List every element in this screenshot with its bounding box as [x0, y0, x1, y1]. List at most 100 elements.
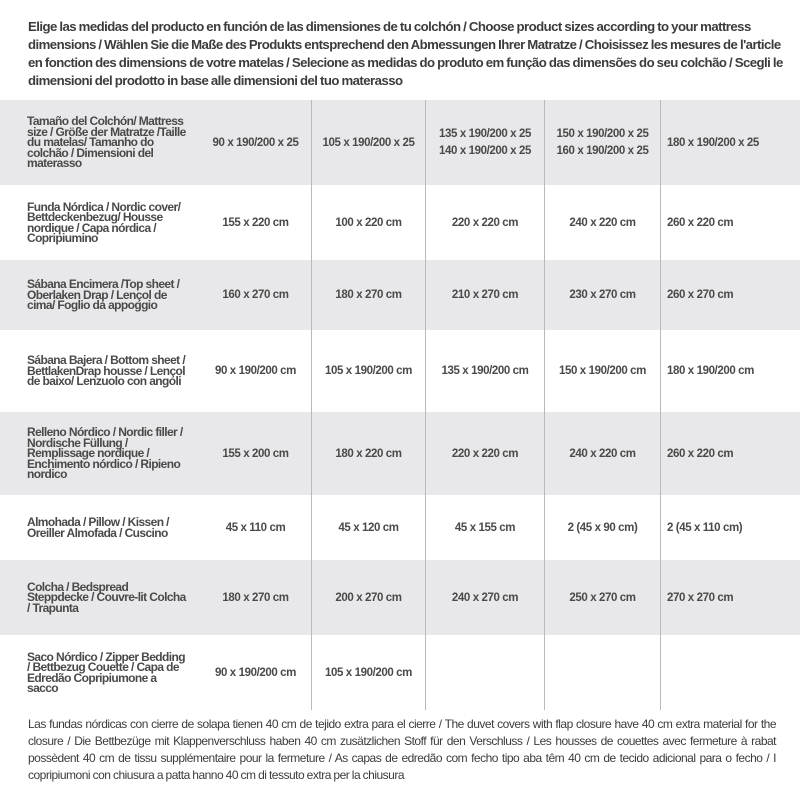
size-value: 155 x 200 cm [222, 447, 289, 460]
row-label-cell: Relleno Nórdico / Nordic filler / Nordis… [0, 412, 200, 495]
size-value: 240 x 220 cm [569, 216, 636, 229]
header-col-5: 180 x 190/200 x 25 [660, 100, 800, 185]
size-cell: 260 x 220 cm [660, 412, 800, 495]
size-cell: 260 x 270 cm [660, 260, 800, 330]
size-cell: 135 x 190/200 cm [425, 330, 544, 412]
header-label-cell: Tamaño del Colchón/ Mattress size / Größ… [0, 100, 200, 185]
table-row: Colcha / Bedspread Steppdecke / Couvre-l… [0, 560, 800, 635]
size-cell: 180 x 270 cm [311, 260, 425, 330]
size-cell: 220 x 220 cm [425, 412, 544, 495]
size-value: 155 x 220 cm [222, 216, 289, 229]
size-value: 90 x 190/200 cm [215, 365, 296, 377]
size-cell: 2 (45 x 90 cm) [544, 495, 660, 560]
row-label: Sábana Bajera / Bottom sheet / Bettlaken… [27, 353, 186, 389]
row-label: Colcha / Bedspread Steppdecke / Couvre-l… [27, 579, 186, 615]
row-label-cell: Almohada / Pillow / Kissen / Oreiller Al… [0, 495, 200, 560]
size-table: Tamaño del Colchón/ Mattress size / Größ… [0, 100, 800, 710]
size-cell [660, 635, 800, 710]
header-size: 160 x 190/200 x 25 [556, 144, 649, 157]
size-cell [425, 635, 544, 710]
header-col-1: 90 x 190/200 x 25 [200, 100, 311, 185]
header-size: 180 x 190/200 x 25 [667, 136, 759, 149]
size-value: 180 x 190/200 cm [667, 365, 754, 377]
size-cell: 220 x 220 cm [425, 185, 544, 260]
size-cell: 180 x 220 cm [311, 412, 425, 495]
size-cell: 45 x 155 cm [425, 495, 544, 560]
header-col-4: 150 x 190/200 x 25 160 x 190/200 x 25 [544, 100, 660, 185]
table-row: Sábana Encimera /Top sheet / Oberlaken D… [0, 260, 800, 330]
size-cell: 105 x 190/200 cm [311, 330, 425, 412]
size-value: 270 x 270 cm [667, 591, 734, 604]
row-label: Relleno Nórdico / Nordic filler / Nordis… [27, 425, 183, 482]
table-row: Almohada / Pillow / Kissen / Oreiller Al… [0, 495, 800, 560]
size-cell: 260 x 220 cm [660, 185, 800, 260]
footer-note: Las fundas nórdicas con cierre de solapa… [28, 717, 777, 782]
size-value: 45 x 120 cm [338, 521, 399, 534]
size-value: 90 x 190/200 cm [215, 666, 296, 679]
table-header-row: Tamaño del Colchón/ Mattress size / Größ… [0, 100, 800, 185]
size-value: 2 (45 x 90 cm) [567, 521, 638, 534]
intro-text: Elige las medidas del producto en funció… [28, 19, 783, 88]
size-cell: 2 (45 x 110 cm) [660, 495, 800, 560]
size-value: 160 x 270 cm [222, 289, 289, 301]
size-cell: 105 x 190/200 cm [311, 635, 425, 710]
header-size: 90 x 190/200 x 25 [212, 136, 299, 149]
size-value: 260 x 270 cm [667, 289, 734, 301]
size-value: 220 x 220 cm [451, 447, 519, 460]
size-cell: 45 x 110 cm [200, 495, 311, 560]
size-cell: 240 x 220 cm [544, 185, 660, 260]
size-value: 200 x 270 cm [335, 591, 402, 604]
header-size: 140 x 190/200 x 25 [439, 144, 531, 157]
size-cell: 180 x 270 cm [200, 560, 311, 635]
table-row: Funda Nórdica / Nordic cover/ Bettdecken… [0, 185, 800, 260]
header-col-3: 135 x 190/200 x 25 140 x 190/200 x 25 [425, 100, 544, 185]
row-label-cell: Saco Nórdico / Zipper Bedding / Bettbezu… [0, 635, 200, 710]
size-value: 180 x 270 cm [222, 591, 289, 604]
row-label-cell: Colcha / Bedspread Steppdecke / Couvre-l… [0, 560, 200, 635]
size-value: 135 x 190/200 cm [441, 365, 529, 377]
table-row: Saco Nórdico / Zipper Bedding / Bettbezu… [0, 635, 800, 710]
size-value: 210 x 270 cm [451, 289, 519, 301]
size-cell: 150 x 190/200 cm [544, 330, 660, 412]
size-cell: 240 x 270 cm [425, 560, 544, 635]
size-value: 105 x 190/200 cm [325, 365, 412, 377]
row-label: Almohada / Pillow / Kissen / Oreiller Al… [27, 515, 170, 540]
size-cell: 155 x 220 cm [200, 185, 311, 260]
size-cell: 160 x 270 cm [200, 260, 311, 330]
row-label-cell: Sábana Bajera / Bottom sheet / Bettlaken… [0, 330, 200, 412]
header-col-2: 105 x 190/200 x 25 [311, 100, 425, 185]
size-value: 230 x 270 cm [569, 289, 636, 301]
row-label: Funda Nórdica / Nordic cover/ Bettdecken… [27, 199, 181, 245]
size-value: 105 x 190/200 cm [325, 666, 412, 679]
header-size: 135 x 190/200 x 25 [439, 127, 531, 140]
size-value: 150 x 190/200 cm [559, 365, 646, 377]
header-size: 150 x 190/200 x 25 [556, 127, 649, 140]
size-cell: 210 x 270 cm [425, 260, 544, 330]
size-cell: 250 x 270 cm [544, 560, 660, 635]
size-value: 45 x 110 cm [225, 521, 286, 534]
size-value: 2 (45 x 110 cm) [667, 521, 743, 534]
size-cell: 230 x 270 cm [544, 260, 660, 330]
size-cell: 100 x 220 cm [311, 185, 425, 260]
size-cell: 180 x 190/200 cm [660, 330, 800, 412]
size-value: 260 x 220 cm [667, 447, 734, 460]
size-cell: 155 x 200 cm [200, 412, 311, 495]
size-cell: 90 x 190/200 cm [200, 635, 311, 710]
table-row: Sábana Bajera / Bottom sheet / Bettlaken… [0, 330, 800, 412]
size-cell: 240 x 220 cm [544, 412, 660, 495]
header-label: Tamaño del Colchón/ Mattress size / Größ… [27, 114, 186, 171]
row-label-cell: Sábana Encimera /Top sheet / Oberlaken D… [0, 260, 200, 330]
size-cell: 90 x 190/200 cm [200, 330, 311, 412]
size-value: 240 x 220 cm [569, 447, 636, 460]
size-cell: 45 x 120 cm [311, 495, 425, 560]
size-value: 180 x 220 cm [335, 447, 402, 460]
size-value: 100 x 220 cm [335, 216, 402, 229]
size-cell: 200 x 270 cm [311, 560, 425, 635]
row-label: Sábana Encimera /Top sheet / Oberlaken D… [27, 277, 180, 313]
table-row: Relleno Nórdico / Nordic filler / Nordis… [0, 412, 800, 495]
size-value: 180 x 270 cm [335, 289, 402, 301]
row-label-cell: Funda Nórdica / Nordic cover/ Bettdecken… [0, 185, 200, 260]
size-cell: 270 x 270 cm [660, 560, 800, 635]
size-cell [544, 635, 660, 710]
size-value: 45 x 155 cm [454, 521, 516, 534]
